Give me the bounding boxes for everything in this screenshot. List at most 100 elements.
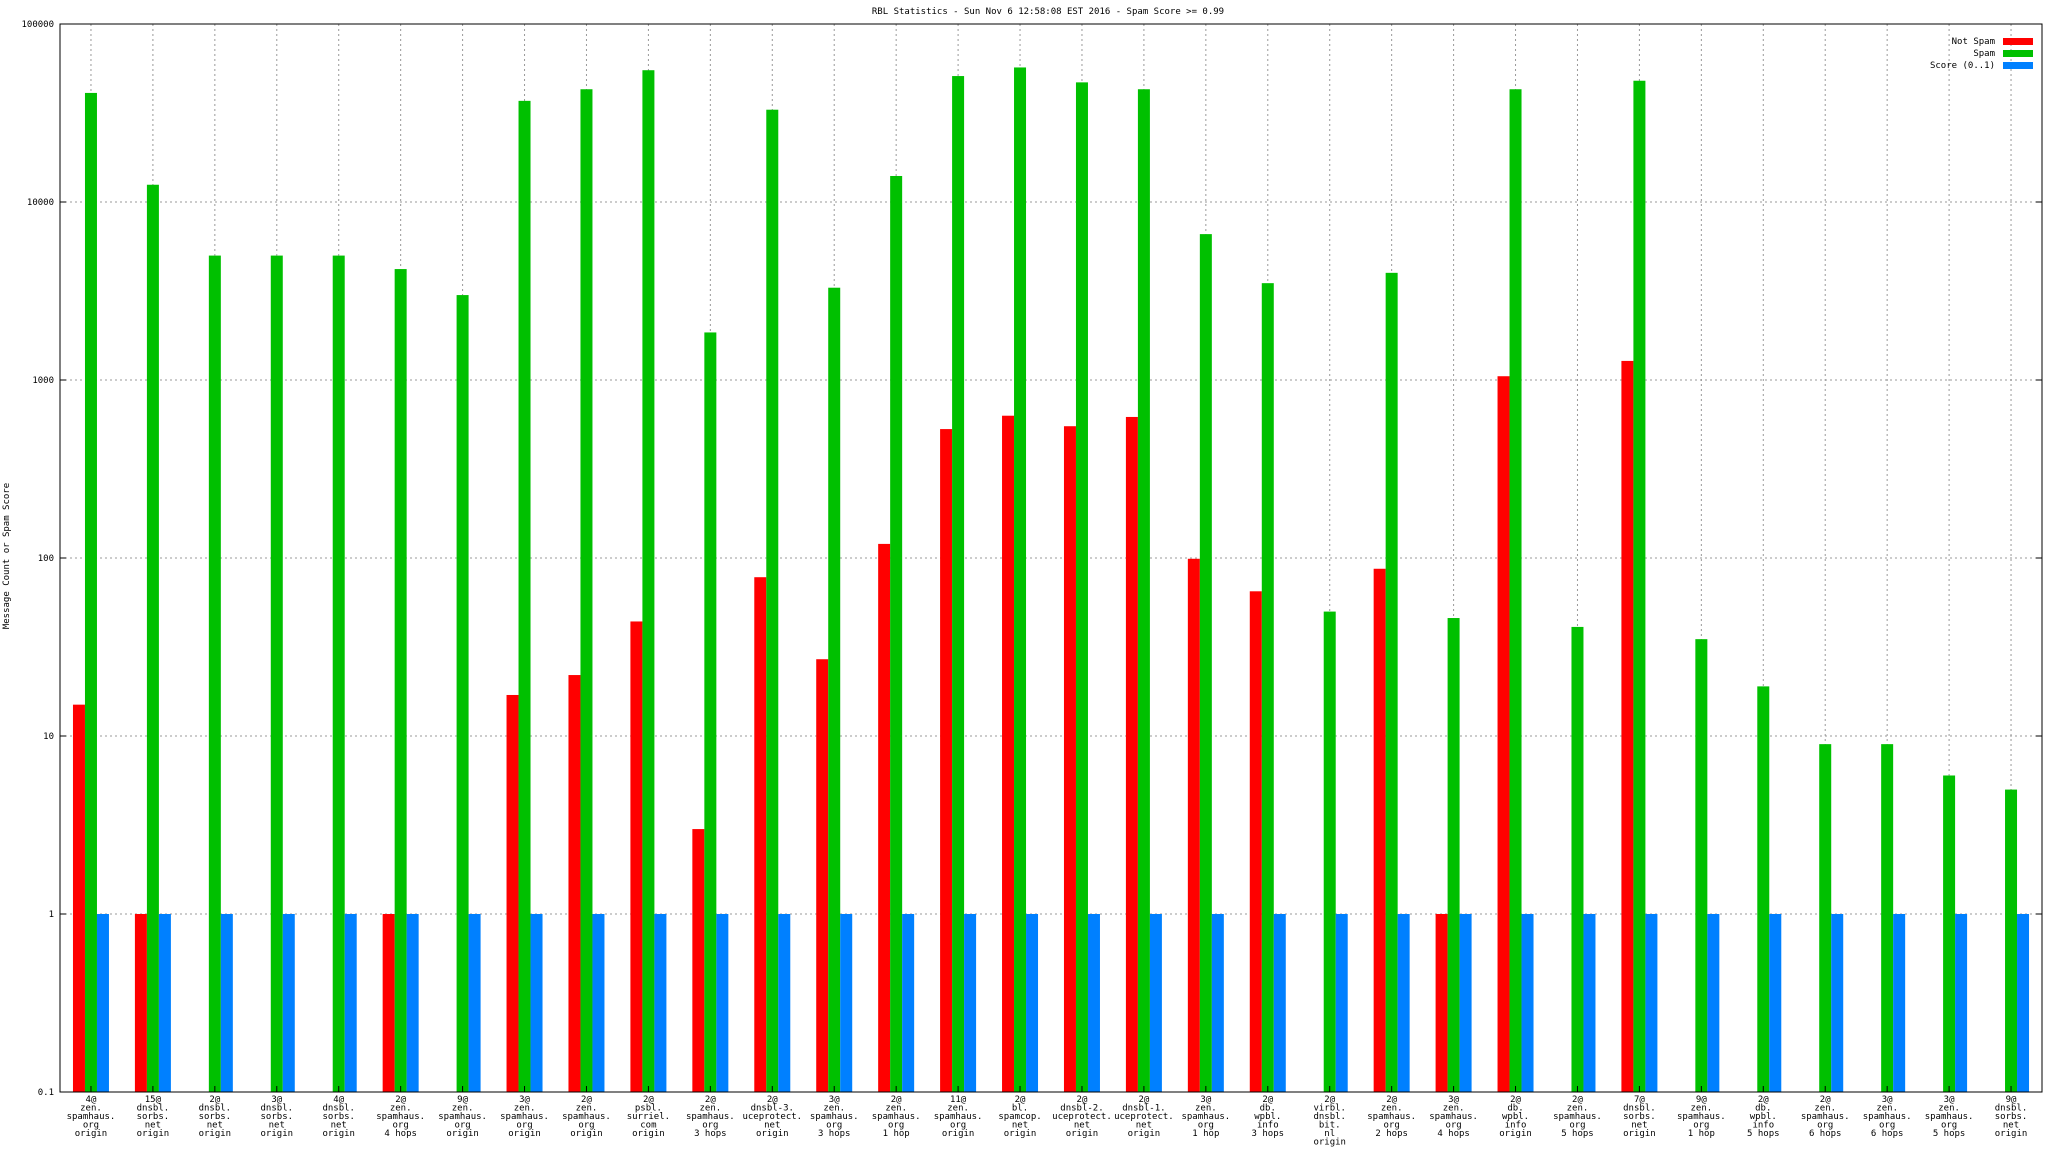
x-tick-label-line: 5 hops	[1933, 1129, 1966, 1139]
x-tick-label-line: 3@	[1944, 1095, 1955, 1105]
x-tick-label: 2@ zen. spamhaus. org 5 hops	[1553, 1095, 1602, 1139]
x-tick-label-line: 2@	[1510, 1095, 1521, 1105]
x-tick-label: 4@ zen. spamhaus. org origin	[67, 1095, 116, 1139]
x-tick-label-line: net	[331, 1121, 347, 1131]
x-tick-label-line: dnsbl-1.	[1122, 1104, 1165, 1114]
bar-score-0-1	[1645, 914, 1658, 1092]
x-tick-label-line: 3@	[1200, 1095, 1211, 1105]
x-tick-label-line: 5 hops	[1747, 1129, 1780, 1139]
x-tick-label-line: 4 hops	[1437, 1129, 1470, 1139]
bar-spam	[1819, 744, 1832, 1092]
x-tick-label: 2@ virbl. dnsbl. bit. nl origin	[1313, 1095, 1346, 1148]
x-tick-label-line: spamhaus.	[500, 1112, 549, 1122]
bar-spam	[270, 255, 283, 1092]
x-tick-label-line: origin	[1066, 1129, 1099, 1139]
x-tick-label-line: 3 hops	[694, 1129, 727, 1139]
x-tick-label-line: 3@	[829, 1095, 840, 1105]
x-tick-label-line: org	[1693, 1121, 1709, 1131]
x-tick-label-line: 2@	[209, 1095, 220, 1105]
bar-not-spam	[1125, 416, 1138, 1092]
x-tick-label-line: org	[1384, 1121, 1400, 1131]
x-tick-label-line: bl.	[1012, 1104, 1028, 1114]
bar-spam	[1943, 775, 1956, 1092]
bar-score-0-1	[406, 914, 419, 1092]
x-tick-label-line: zen.	[1567, 1104, 1589, 1114]
x-tick-label: 3@ zen. spamhaus. org 4 hops	[1429, 1095, 1478, 1139]
x-tick-label-line: dnsbl.	[199, 1104, 232, 1114]
x-tick-label-line: spamhaus.	[1553, 1112, 1602, 1122]
bar-score-0-1	[158, 914, 171, 1092]
bar-spam	[1014, 67, 1027, 1093]
x-tick-label: 9@ zen. spamhaus. org 1 hop	[1677, 1095, 1726, 1139]
y-tick-label: 10000	[27, 198, 54, 208]
bar-score-0-1	[1893, 914, 1906, 1092]
x-tick-label-line: origin	[1313, 1138, 1346, 1148]
x-tick-label-line: 3 hops	[1252, 1129, 1285, 1139]
x-tick-label-line: dnsbl-2.	[1060, 1104, 1103, 1114]
bar-score-0-1	[1211, 914, 1224, 1092]
x-tick-label-line: dnsbl.	[1313, 1112, 1346, 1122]
x-tick-label-line: spamhaus.	[1925, 1112, 1974, 1122]
x-tick-label-line: 11@	[950, 1095, 967, 1105]
bar-score-0-1	[592, 914, 605, 1092]
x-tick-label-line: 9@	[2006, 1095, 2017, 1105]
x-tick-label: 15@ dnsbl. sorbs. net origin	[137, 1095, 170, 1139]
x-tick-label-line: zen.	[514, 1104, 536, 1114]
x-tick-label-line: 3@	[271, 1095, 282, 1105]
bar-score-0-1	[1026, 914, 1039, 1092]
bar-not-spam	[134, 914, 147, 1092]
x-tick-label-line: origin	[446, 1129, 479, 1139]
x-tick-label-line: 7@	[1634, 1095, 1645, 1105]
x-tick-label-line: 2@	[767, 1095, 778, 1105]
bar-spam	[704, 332, 717, 1092]
bar-spam	[1571, 626, 1584, 1092]
bar-spam	[580, 89, 593, 1092]
bar-score-0-1	[964, 914, 977, 1092]
x-tick-label-line: dnsbl.	[322, 1104, 355, 1114]
bar-score-0-1	[716, 914, 729, 1092]
x-tick-label-line: 6 hops	[1871, 1129, 1904, 1139]
x-tick-label-line: 2@	[643, 1095, 654, 1105]
x-tick-label: 3@ zen. spamhaus. org 3 hops	[810, 1095, 859, 1139]
x-tick-label-line: db.	[1507, 1104, 1523, 1114]
y-axis-label: Message Count or Spam Score	[2, 483, 12, 629]
x-tick-label-line: surriel.	[627, 1112, 670, 1122]
x-tick-label-line: origin	[1623, 1129, 1656, 1139]
x-tick-label-line: dnsbl.	[1623, 1104, 1656, 1114]
x-tick-label-line: org	[454, 1121, 470, 1131]
bar-spam	[1075, 82, 1088, 1093]
x-tick-label-line: zen.	[1938, 1104, 1960, 1114]
bar-score-0-1	[840, 914, 853, 1092]
x-tick-label-line: zen.	[452, 1104, 474, 1114]
x-tick-label-line: 2@	[1138, 1095, 1149, 1105]
x-tick-label-line: org	[1817, 1121, 1833, 1131]
x-tick-label-line: org	[83, 1121, 99, 1131]
x-tick-label-line: 2@	[891, 1095, 902, 1105]
x-tick-label-line: info	[1257, 1121, 1279, 1131]
bars	[72, 67, 2030, 1093]
bar-not-spam	[1187, 558, 1200, 1092]
x-tick-label-line: uceprotect.	[1052, 1112, 1112, 1122]
x-tick-label-line: org	[702, 1121, 718, 1131]
x-tick-label-line: net	[1136, 1121, 1152, 1131]
x-tick-label-line: zen.	[1381, 1104, 1403, 1114]
bar-score-0-1	[1769, 914, 1782, 1092]
chart-title: RBL Statistics - Sun Nov 6 12:58:08 EST …	[872, 7, 1224, 17]
x-tick-label-line: spamhaus.	[438, 1112, 487, 1122]
x-tick-label-line: zen.	[1195, 1104, 1217, 1114]
x-tick-label-line: dnsbl.	[1995, 1104, 2028, 1114]
x-tick-label-line: 1 hop	[883, 1129, 910, 1139]
bar-spam	[456, 295, 469, 1093]
x-tick-label-line: origin	[137, 1129, 170, 1139]
x-tick-label-line: sorbs.	[199, 1112, 232, 1122]
bar-not-spam	[940, 429, 953, 1093]
x-tick-label: 2@ dnsbl. sorbs. net origin	[199, 1095, 232, 1139]
bar-score-0-1	[344, 914, 357, 1092]
bar-score-0-1	[1583, 914, 1596, 1092]
bar-score-0-1	[654, 914, 667, 1092]
bar-spam	[394, 269, 407, 1092]
x-tick-label-line: origin	[756, 1129, 789, 1139]
x-tick-label-line: spamhaus.	[1181, 1112, 1230, 1122]
x-tick-label: 2@ zen. spamhaus. org 6 hops	[1801, 1095, 1850, 1139]
x-tick-label-line: dnsbl-3.	[751, 1104, 794, 1114]
